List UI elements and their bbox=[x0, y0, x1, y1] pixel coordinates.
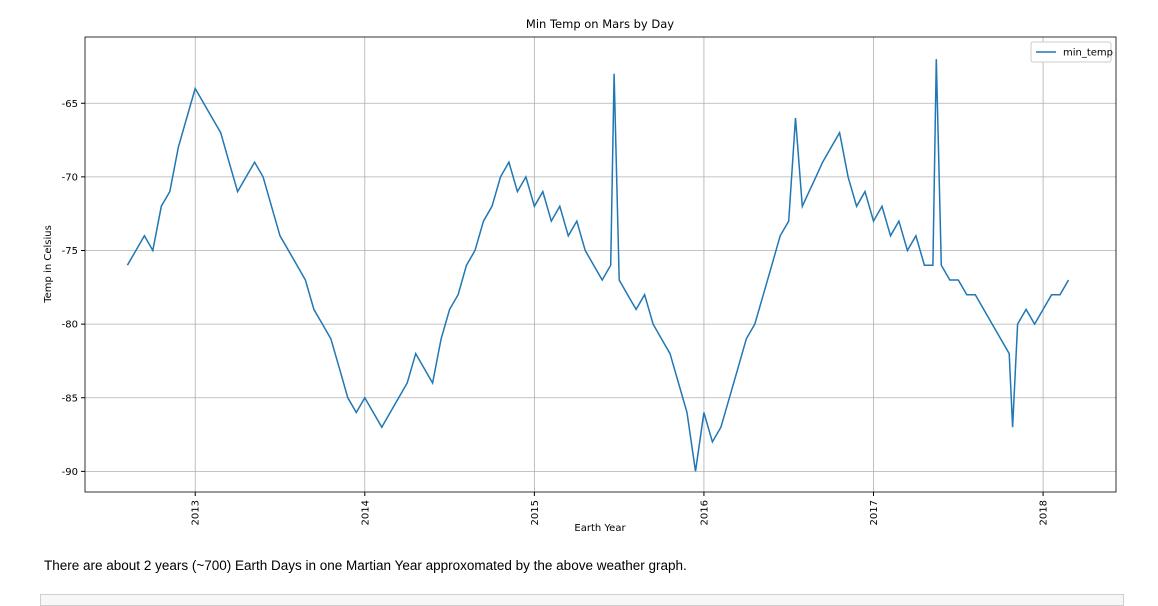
markdown-text: There are about 2 years (~700) Earth Day… bbox=[44, 558, 687, 573]
x-tick-label: 2015 bbox=[530, 500, 541, 525]
y-tick-label: -85 bbox=[62, 393, 78, 404]
x-axis-label: Earth Year bbox=[574, 523, 626, 534]
legend-box bbox=[1030, 41, 1112, 63]
x-tick-label: 2013 bbox=[191, 500, 202, 525]
y-tick-label: -90 bbox=[62, 467, 78, 478]
x-tick-label: 2016 bbox=[699, 500, 710, 525]
y-tick-label: -70 bbox=[62, 172, 78, 183]
x-tick-label: 2018 bbox=[1039, 500, 1050, 525]
chart-title: Min Temp on Mars by Day bbox=[526, 17, 674, 31]
x-tick-label: 2017 bbox=[869, 500, 880, 525]
y-tick-label: -75 bbox=[62, 246, 78, 257]
y-tick-label: -80 bbox=[62, 320, 78, 331]
chart: Min Temp on Mars by Day Earth Year Temp … bbox=[43, 17, 1117, 534]
code-cell[interactable] bbox=[40, 594, 1124, 606]
plot-frame bbox=[84, 36, 1117, 493]
x-tick-label: 2014 bbox=[360, 500, 371, 525]
y-axis-label: Temp in Celsius bbox=[43, 225, 54, 304]
y-tick-label: -65 bbox=[62, 99, 78, 110]
data-line bbox=[126, 59, 1070, 472]
legend-label: min_temp bbox=[1063, 48, 1113, 59]
